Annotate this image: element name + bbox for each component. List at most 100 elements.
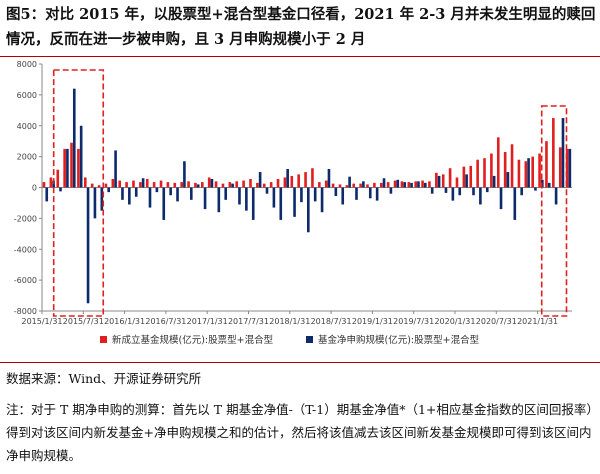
bar-net-subscription: [341, 187, 345, 205]
bar-net-subscription: [334, 187, 338, 196]
bar-net-subscription: [286, 168, 289, 188]
bar-new-fund: [276, 179, 280, 188]
bar-new-fund: [207, 177, 211, 188]
bar-new-fund: [352, 183, 356, 188]
bar-new-fund: [510, 144, 514, 188]
x-tick-label: 2017/7/31: [228, 317, 269, 326]
highlight-boxes: [52, 69, 568, 317]
bar-new-fund: [201, 182, 204, 188]
bar-net-subscription: [472, 187, 475, 196]
y-tick-label: -2000: [14, 214, 37, 223]
bar-new-fund: [311, 168, 314, 188]
bar-net-subscription: [368, 187, 372, 199]
bar-net-subscription: [45, 187, 49, 202]
bar-new-fund: [393, 180, 397, 188]
bar-new-fund: [386, 182, 390, 188]
x-tick-label: 2021/1/31: [517, 317, 558, 326]
figure-note: 注：对于 T 期净申购的测算：首先以 T 期基金净值-（T-1）期基金净值*（1…: [6, 402, 593, 463]
bar-net-subscription: [128, 187, 131, 205]
bar-net-subscription: [410, 182, 413, 188]
bar-new-fund: [441, 174, 445, 188]
bar-new-fund: [256, 182, 259, 188]
bar-net-subscription: [245, 187, 248, 211]
bar-new-fund: [552, 118, 555, 188]
bar-net-subscription: [210, 179, 214, 188]
bar-net-subscription: [458, 187, 462, 196]
bar-net-subscription: [417, 181, 420, 188]
bar-new-fund: [345, 185, 349, 188]
bar-new-fund: [435, 172, 438, 188]
bar-new-fund: [338, 184, 342, 188]
x-tick-label: 2015/1/31: [21, 317, 62, 326]
bar-net-subscription: [217, 187, 221, 213]
bar-new-fund: [242, 180, 245, 188]
bar-net-subscription: [430, 187, 434, 194]
bar-new-fund: [132, 180, 135, 188]
y-tick-label: -6000: [14, 276, 37, 285]
bar-net-subscription: [396, 179, 400, 188]
bar-new-fund: [490, 153, 493, 188]
bar-net-subscription: [107, 187, 111, 193]
bar-net-subscription: [499, 187, 503, 210]
figure-title: 图5：对比 2015 年，以股票型+混合型基金口径看，2021 年 2-3 月并…: [6, 6, 596, 48]
bar-new-fund: [524, 161, 528, 188]
bar-net-subscription: [513, 187, 517, 220]
x-tick-label: 2017/1/31: [187, 317, 228, 326]
bar-net-subscription: [86, 187, 90, 304]
top-rule: [0, 56, 600, 57]
highlight-box: [540, 105, 568, 317]
bar-net-subscription: [224, 187, 228, 200]
bar-net-subscription: [444, 187, 448, 193]
bar-net-subscription: [534, 187, 537, 191]
bar-new-fund: [297, 174, 300, 188]
bar-new-fund: [194, 182, 197, 188]
bar-net-subscription: [169, 187, 172, 196]
highlight-box: [52, 69, 105, 317]
bar-net-subscription: [547, 182, 551, 188]
bar-new-fund: [235, 181, 239, 188]
bar-net-subscription: [300, 187, 303, 203]
bar-net-subscription: [66, 148, 69, 188]
bar-new-fund: [214, 181, 218, 188]
bar-net-subscription: [465, 174, 468, 188]
bar-net-subscription: [93, 187, 97, 219]
bar-new-fund: [221, 183, 225, 188]
y-tick-label: -4000: [14, 245, 37, 254]
bar-new-fund: [180, 182, 183, 188]
bar-net-subscription: [437, 175, 441, 188]
bar-new-fund: [125, 182, 128, 188]
bar-new-fund: [476, 159, 479, 188]
bar-new-fund: [324, 180, 328, 188]
bar-net-subscription: [272, 187, 276, 208]
bar-net-subscription: [313, 187, 317, 202]
bar-net-subscription: [251, 187, 255, 220]
bar-new-fund: [483, 158, 486, 188]
bar-new-fund: [104, 183, 108, 188]
bar-new-fund: [407, 182, 411, 188]
bar-net-subscription: [203, 187, 207, 210]
bar-net-subscription: [307, 187, 310, 233]
bar-new-fund: [152, 182, 156, 188]
bar-net-subscription: [375, 187, 379, 201]
bar-new-fund: [83, 177, 87, 188]
bar-new-fund: [503, 151, 507, 188]
x-tick-label: 2020/7/31: [476, 317, 517, 326]
bar-net-subscription: [176, 187, 179, 202]
bar-new-fund: [228, 182, 232, 188]
bar-net-subscription: [265, 187, 269, 194]
bar-net-subscription: [554, 187, 558, 205]
bar-new-fund: [359, 183, 362, 188]
bar-new-fund: [262, 183, 266, 188]
bar-net-subscription: [183, 161, 186, 188]
bar-net-subscription: [348, 176, 351, 188]
bar-new-fund: [462, 166, 466, 188]
bar-new-fund: [139, 182, 142, 188]
bar-new-fund: [249, 179, 252, 188]
bar-net-subscription: [362, 181, 365, 188]
series-new-fund-bars: [42, 118, 569, 188]
x-tick-label: 2016/7/31: [145, 317, 186, 326]
bar-net-subscription: [451, 187, 455, 201]
bar-net-subscription: [320, 187, 324, 213]
bar-new-fund: [469, 165, 473, 188]
bar-new-fund: [49, 177, 53, 188]
